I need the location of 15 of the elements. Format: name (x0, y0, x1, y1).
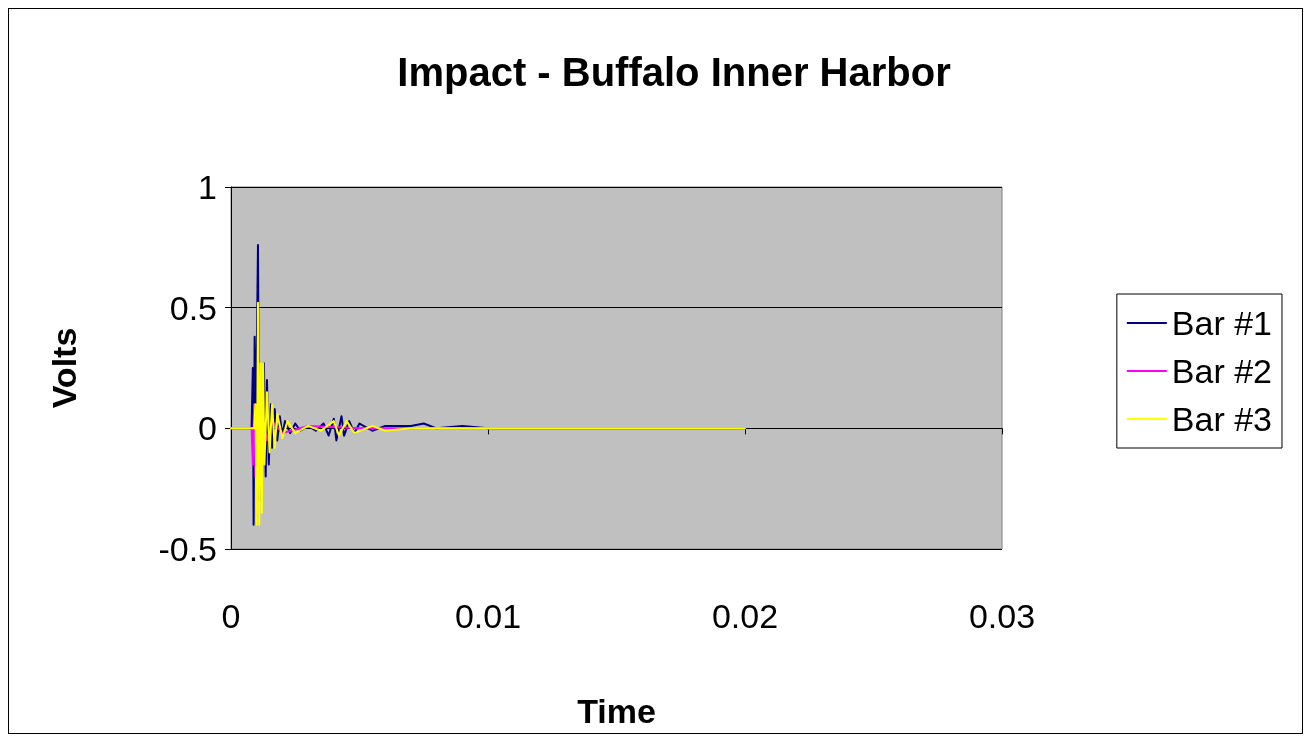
y-tick-label: -0.5 (158, 530, 217, 568)
x-tick-label: 0 (221, 597, 241, 635)
x-tick-label: 0.01 (454, 597, 522, 635)
legend-label: Bar #3 (1171, 400, 1273, 438)
chart-title: Impact - Buffalo Inner Harbor (397, 50, 951, 94)
y-tick-label: 1 (198, 168, 217, 206)
x-tick-label: 0.03 (968, 597, 1036, 635)
legend-label: Bar #1 (1171, 304, 1273, 342)
x-axis-title: Time (577, 692, 656, 730)
x-tick-label: 0.02 (711, 597, 779, 635)
y-tick-label: 0 (198, 409, 217, 448)
y-tick-label: 0.5 (169, 288, 217, 327)
y-axis-title: Volts (45, 327, 83, 409)
legend-label: Bar #2 (1171, 352, 1273, 390)
line-series (230, 301, 746, 526)
